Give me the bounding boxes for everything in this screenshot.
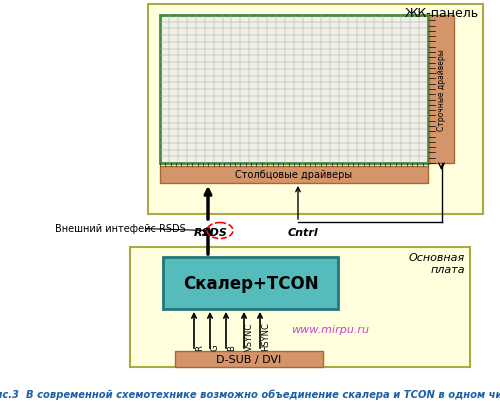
Bar — [130, 247, 470, 367]
Bar — [429, 16, 454, 164]
Bar — [175, 351, 323, 367]
Text: RSDS: RSDS — [194, 227, 228, 237]
Text: VSYNC: VSYNC — [245, 322, 254, 350]
Text: D-SUB / DVI: D-SUB / DVI — [216, 354, 282, 364]
Bar — [148, 5, 483, 215]
Text: G: G — [211, 344, 220, 350]
Text: Строчные драйверы: Строчные драйверы — [437, 49, 446, 131]
Text: HSYNC: HSYNC — [261, 321, 270, 350]
Bar — [160, 16, 428, 164]
Text: www.mirpu.ru: www.mirpu.ru — [291, 324, 369, 334]
Text: R: R — [195, 344, 204, 350]
Bar — [163, 257, 338, 309]
Text: Скалер+TCON: Скалер+TCON — [182, 274, 318, 292]
Bar — [160, 166, 428, 184]
Text: ЖК-панель: ЖК-панель — [405, 7, 479, 20]
Text: Рис.3  В современной схемотехнике возможно объединение скалера и TCON в одном чи: Рис.3 В современной схемотехнике возможн… — [0, 389, 500, 399]
Text: Столбцовые драйверы: Столбцовые драйверы — [236, 170, 352, 180]
Text: Cntrl: Cntrl — [288, 227, 319, 237]
Text: B: B — [227, 344, 236, 350]
Text: Внешний интефейс RSDS: Внешний интефейс RSDS — [55, 224, 186, 234]
Text: Основная
плата: Основная плата — [409, 252, 465, 274]
